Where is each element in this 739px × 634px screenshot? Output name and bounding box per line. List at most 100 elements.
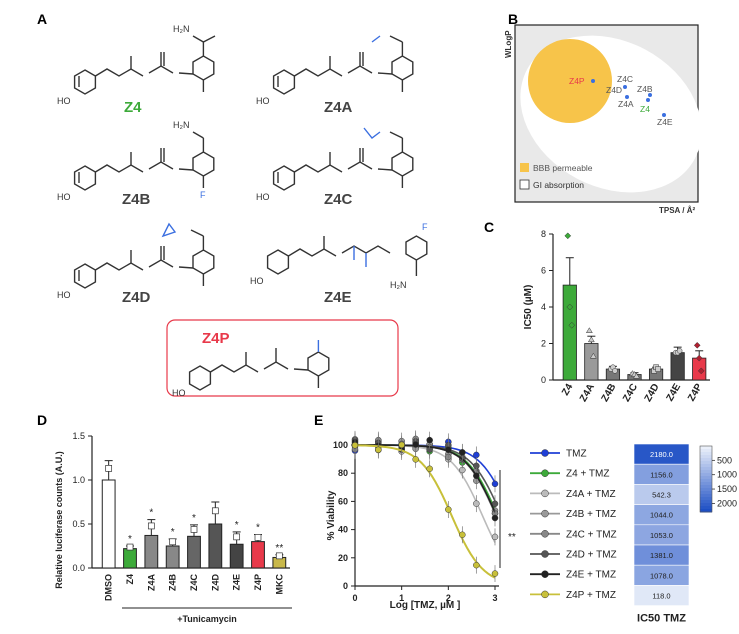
curve-e-2 bbox=[354, 444, 496, 543]
bar-d-z4e bbox=[229, 543, 244, 569]
significance-d: * bbox=[256, 523, 260, 534]
ic50-heatmap: 2180.0 1156.0 542.3 1044.0 1053.0 1381.0 1078.… bbox=[633, 443, 737, 625]
compound-label-z4d: Z4D bbox=[122, 289, 151, 306]
y-tick-label-e: 60 bbox=[338, 496, 348, 506]
colorbar-segment bbox=[700, 464, 712, 468]
treatment-label-d: +Tunicamycin bbox=[177, 614, 237, 624]
colorbar-segment bbox=[700, 449, 712, 453]
bar-c-z4e bbox=[670, 352, 685, 381]
bbb-permeable-region bbox=[528, 39, 612, 123]
structure-z4b: HO H₂N F bbox=[57, 120, 215, 202]
structure-z4e: HO F H₂N bbox=[250, 222, 428, 290]
atom-ho: HO bbox=[250, 276, 264, 286]
data-point-d bbox=[169, 538, 177, 546]
colorbar-segment bbox=[700, 473, 712, 477]
x-tick-label-d: Z4B bbox=[168, 574, 178, 592]
y-axis-title-d: Relative luciferase counts (A.U.) bbox=[54, 451, 64, 589]
y-tick-label-c: 2 bbox=[541, 339, 546, 349]
compound-label-z4: Z4 bbox=[124, 99, 142, 116]
atom-ho: HO bbox=[57, 96, 71, 106]
y-tick-label-d: 0.5 bbox=[72, 519, 85, 529]
atom-fluorine: F bbox=[200, 190, 206, 200]
colorbar-segment bbox=[700, 476, 712, 480]
atom-nh2: H₂N bbox=[390, 280, 407, 290]
data-point-c bbox=[676, 348, 683, 354]
data-point-d bbox=[275, 552, 283, 560]
colorbar-frame bbox=[699, 445, 713, 513]
heatmap-value: 1156.0 bbox=[650, 470, 672, 479]
colorbar-tick-label: 500 bbox=[717, 455, 732, 465]
significance-d: * bbox=[128, 534, 132, 545]
legend-label-e: TMZ bbox=[566, 449, 587, 460]
data-point-d bbox=[105, 465, 113, 472]
data-point-d bbox=[233, 533, 241, 541]
x-tick-label-c: Z4B bbox=[600, 382, 619, 404]
heatmap-value: 542.3 bbox=[652, 491, 671, 500]
colorbar-segment bbox=[700, 494, 712, 498]
colorbar-segment bbox=[700, 461, 712, 465]
colorbar-segment bbox=[700, 452, 712, 456]
structure-z4d: HO bbox=[57, 222, 215, 300]
data-point-e bbox=[491, 533, 499, 541]
panel-label-b: B bbox=[508, 11, 518, 27]
atom-nh2: H₂N bbox=[173, 120, 190, 130]
atom-ho: HO bbox=[256, 192, 270, 202]
y-tick-label-e: 40 bbox=[338, 525, 348, 535]
point-label-z4p: Z4P bbox=[569, 76, 585, 86]
y-tick-label-e: 100 bbox=[333, 440, 348, 450]
data-point-e bbox=[459, 531, 466, 539]
x-tick-label-d: Z4D bbox=[210, 574, 220, 592]
significance-label-e: ** bbox=[508, 532, 516, 543]
colorbar-tick-label: 2000 bbox=[717, 498, 737, 508]
structure-z4p: HO bbox=[172, 340, 330, 398]
heatmap-value: 1053.0 bbox=[650, 531, 673, 540]
point-label-z4c: Z4C bbox=[617, 74, 633, 84]
point-label-z4a: Z4A bbox=[618, 99, 634, 109]
point-label-z4d: Z4D bbox=[606, 85, 622, 95]
significance-d: ** bbox=[275, 543, 283, 554]
bar-d-dmso bbox=[101, 479, 116, 569]
x-tick-label-d: Z4C bbox=[189, 574, 199, 592]
data-point-c bbox=[564, 232, 572, 240]
data-point-e bbox=[491, 514, 499, 522]
panel-label-a: A bbox=[37, 11, 47, 27]
x-tick-label-e: 3 bbox=[492, 593, 497, 603]
point-label-z4b: Z4B bbox=[637, 84, 653, 94]
point-label-z4e: Z4E bbox=[657, 117, 673, 127]
significance-d: * bbox=[171, 527, 175, 538]
legend-marker-e bbox=[541, 489, 549, 498]
legend-swatch-gi bbox=[519, 179, 530, 190]
colorbar-tick-label: 1500 bbox=[717, 484, 737, 494]
x-tick-label-e: 1 bbox=[399, 593, 404, 603]
data-point-e bbox=[473, 561, 480, 569]
legend-marker-e bbox=[541, 590, 549, 599]
legend-marker-e bbox=[541, 570, 549, 578]
data-point-e bbox=[426, 465, 433, 473]
bar-d-z4c bbox=[187, 535, 201, 569]
y-axis-title-c: IC50 (µM) bbox=[523, 285, 534, 330]
x-tick-label-c: Z4 bbox=[560, 382, 576, 398]
bar-d-z4 bbox=[123, 548, 137, 569]
bar-d-z4b bbox=[165, 545, 180, 569]
colorbar-segment bbox=[700, 497, 712, 501]
colorbar-segment bbox=[700, 506, 712, 510]
data-point-d bbox=[190, 526, 198, 533]
viability-curve-chart: 0 20 40 60 80 100 0 1 2 3 % Viability Log [TMZ, µM … bbox=[326, 430, 617, 611]
data-point-d bbox=[126, 543, 134, 551]
x-tick-label-d: Z4 bbox=[125, 574, 135, 585]
legend-marker-e bbox=[541, 509, 549, 518]
x-axis-title-b: TPSA / Å² bbox=[659, 206, 695, 215]
legend-marker-e bbox=[541, 469, 549, 477]
compound-label-z4e: Z4E bbox=[324, 289, 352, 306]
y-tick-label-c: 6 bbox=[541, 266, 546, 276]
x-tick-label-c: Z4A bbox=[578, 382, 597, 404]
legend-marker-e bbox=[541, 449, 549, 457]
legend-label-e: Z4D + TMZ bbox=[566, 550, 617, 561]
data-point-c bbox=[585, 327, 593, 333]
ic50-bar-chart: 0 2 4 6 8 IC50 (µM) Z4 Z4A Z4B Z4C Z4D Z4E Z4P bbox=[523, 229, 710, 404]
data-point-c bbox=[697, 367, 705, 375]
colorbar-segment bbox=[700, 467, 712, 471]
compound-label-z4a: Z4A bbox=[324, 99, 353, 116]
significance-d: * bbox=[149, 508, 153, 519]
